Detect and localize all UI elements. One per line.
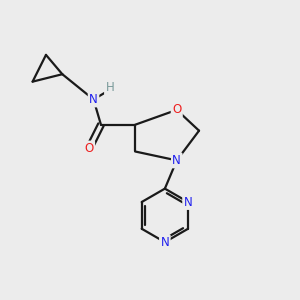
Text: N: N — [172, 154, 181, 167]
Text: N: N — [160, 236, 169, 249]
Text: N: N — [89, 93, 98, 106]
Text: H: H — [106, 81, 114, 94]
Text: O: O — [172, 103, 182, 116]
Text: O: O — [84, 142, 94, 155]
Text: N: N — [184, 196, 192, 208]
